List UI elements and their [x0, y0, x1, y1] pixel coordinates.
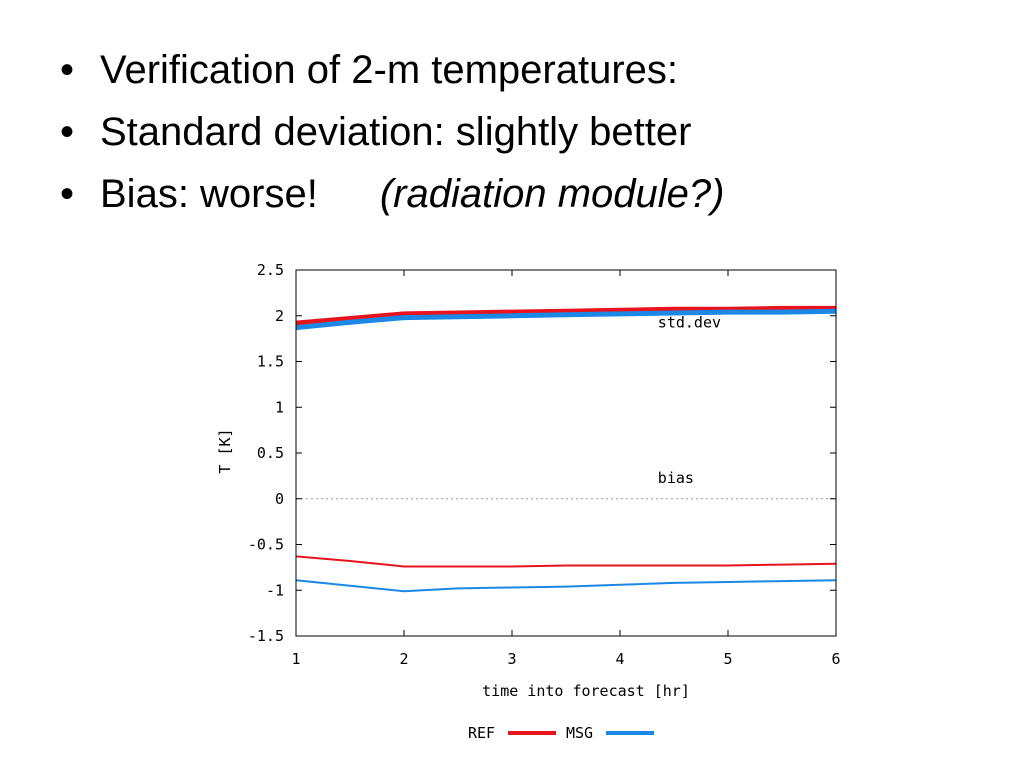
- y-tick-label: -0.5: [248, 536, 284, 554]
- series-line-msg-bias: [295, 579, 837, 593]
- x-tick-label: 5: [723, 650, 732, 668]
- bullet-list: Verification of 2-m temperatures: Standa…: [56, 44, 725, 230]
- x-tick-label: 2: [399, 650, 408, 668]
- y-tick-label: 1: [275, 398, 284, 416]
- legend-label-ref: REF: [468, 724, 495, 742]
- bullet-item: Verification of 2-m temperatures:: [56, 44, 725, 106]
- series-line-ref-bias: [295, 555, 837, 568]
- bullet-note: (radiation module?): [379, 172, 725, 216]
- x-tick-label: 4: [615, 650, 624, 668]
- y-tick-label: -1: [266, 581, 284, 599]
- bullet-text: Bias: worse!: [100, 172, 318, 216]
- annotation-label: bias: [658, 469, 694, 487]
- y-tick-label: 2.5: [257, 261, 284, 279]
- x-axis-label: time into forecast [hr]: [482, 682, 690, 700]
- y-tick-label: 2: [275, 307, 284, 325]
- x-tick-label: 1: [291, 650, 300, 668]
- x-tick-label: 3: [507, 650, 516, 668]
- series-line-msg-stddev: [295, 308, 837, 331]
- legend-label-msg: MSG: [566, 724, 593, 742]
- bullet-item: Bias: worse! (radiation module?): [56, 168, 725, 230]
- y-tick-label: 0: [275, 490, 284, 508]
- x-tick-label: 6: [831, 650, 840, 668]
- y-tick-label: -1.5: [248, 627, 284, 645]
- bullet-text: Verification of 2-m temperatures:: [100, 48, 679, 92]
- series-line-ref-stddev: [295, 305, 836, 326]
- y-tick-label: 1.5: [257, 353, 284, 371]
- bullet-item: Standard deviation: slightly better: [56, 106, 725, 168]
- bullet-text: Standard deviation: slightly better: [100, 110, 692, 154]
- y-tick-label: 0.5: [257, 444, 284, 462]
- annotation-label: std.dev: [658, 314, 721, 332]
- y-axis-label: T [K]: [216, 428, 234, 473]
